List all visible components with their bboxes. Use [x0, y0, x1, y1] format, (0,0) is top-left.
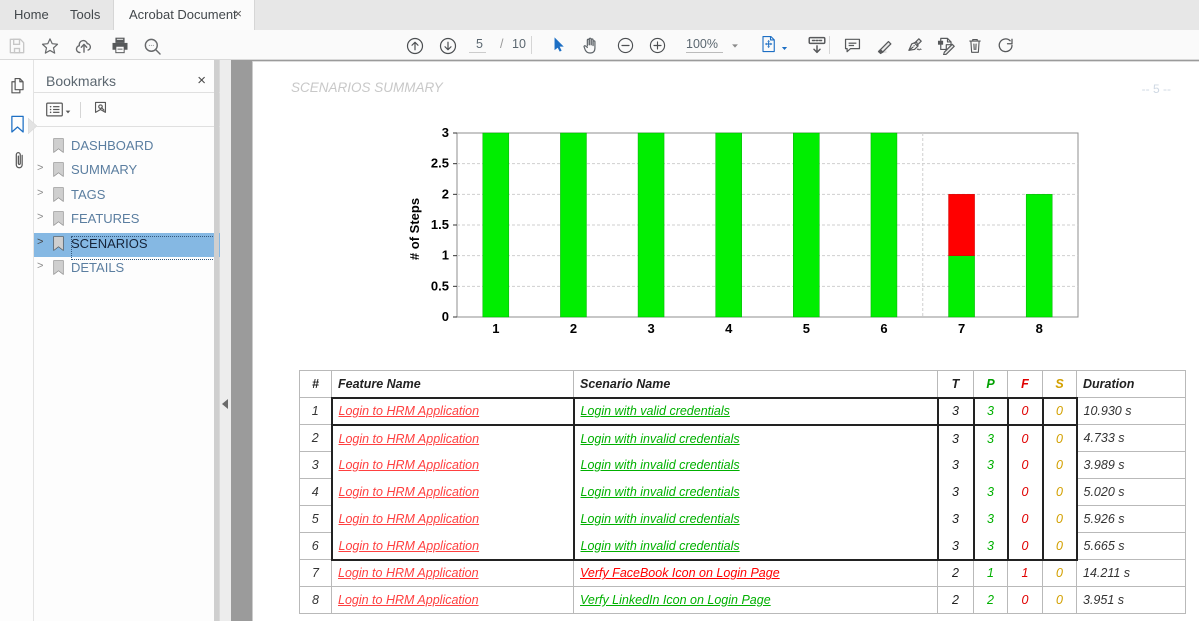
svg-text:2.5: 2.5 [431, 156, 449, 171]
svg-text:7: 7 [958, 321, 965, 336]
svg-text:1.5: 1.5 [431, 217, 449, 232]
svg-text:2: 2 [442, 186, 449, 201]
svg-text:3: 3 [442, 125, 449, 140]
svg-text:0.5: 0.5 [431, 278, 449, 293]
svg-text:1: 1 [442, 248, 449, 263]
svg-text:2: 2 [570, 321, 577, 336]
svg-text:5: 5 [803, 321, 810, 336]
svg-text:# of Steps: # of Steps [407, 198, 422, 260]
svg-text:6: 6 [880, 321, 887, 336]
svg-text:0: 0 [442, 309, 449, 324]
svg-text:4: 4 [725, 321, 733, 336]
svg-text:1: 1 [492, 321, 499, 336]
svg-text:3: 3 [647, 321, 654, 336]
svg-text:8: 8 [1036, 321, 1043, 336]
